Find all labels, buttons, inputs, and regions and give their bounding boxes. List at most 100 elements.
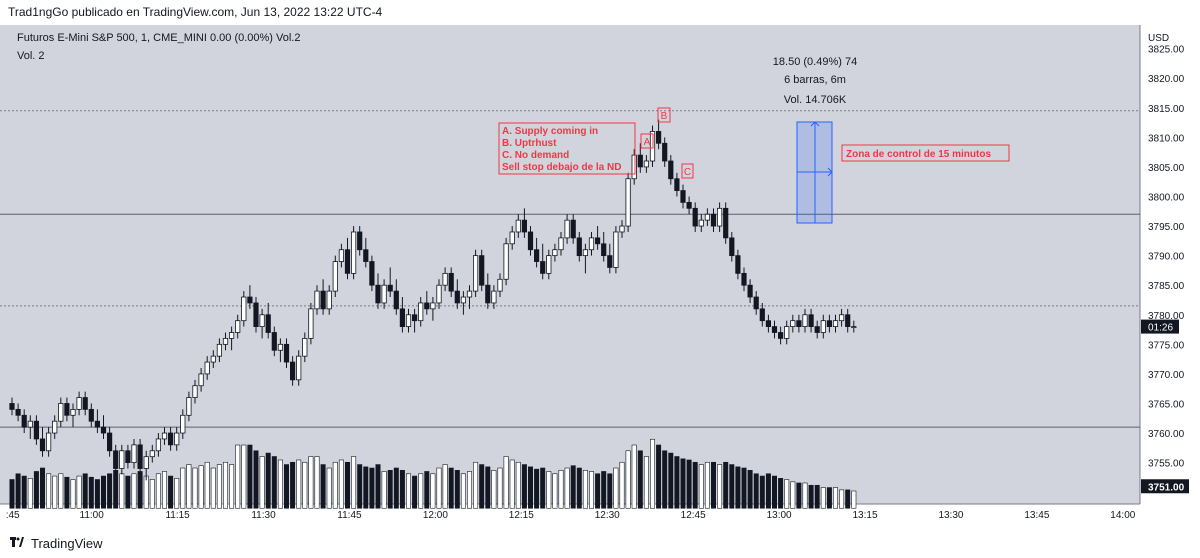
candle-body[interactable] <box>723 207 729 239</box>
candle-body[interactable] <box>570 219 576 239</box>
candle-body[interactable] <box>15 408 21 416</box>
candle-body[interactable] <box>479 255 485 286</box>
candle-body[interactable] <box>119 450 125 469</box>
candle-body[interactable] <box>332 261 338 292</box>
candle-body[interactable] <box>308 308 314 339</box>
candle-body[interactable] <box>235 320 241 333</box>
candle-body[interactable] <box>52 420 58 434</box>
candle-body[interactable] <box>363 249 369 262</box>
candle-body[interactable] <box>381 284 387 304</box>
candle-body[interactable] <box>241 296 247 322</box>
candle-body[interactable] <box>778 332 784 339</box>
candle-body[interactable] <box>259 314 265 327</box>
candle-body[interactable] <box>802 314 808 327</box>
candle-body[interactable] <box>698 219 704 227</box>
candle-body[interactable] <box>436 284 442 304</box>
candle-body[interactable] <box>411 314 418 322</box>
candle-body[interactable] <box>454 290 460 304</box>
candle-body[interactable] <box>320 290 326 310</box>
price-chart[interactable]: 3825.00 3820.00 3815.00 3810.00 3805.00 3800.… <box>0 25 1200 529</box>
candle-body[interactable] <box>186 397 192 416</box>
marker-b-box[interactable] <box>657 107 671 123</box>
candle-body[interactable] <box>686 202 692 209</box>
candle-body[interactable] <box>216 343 222 357</box>
candle-body[interactable] <box>76 397 82 410</box>
candle-body[interactable] <box>271 332 277 351</box>
candle-body[interactable] <box>430 302 436 310</box>
candle-body[interactable] <box>497 278 503 292</box>
candle-body[interactable] <box>424 302 430 310</box>
marker-a-box[interactable] <box>640 133 654 149</box>
candle-body[interactable] <box>113 450 119 469</box>
candle-body[interactable] <box>125 450 131 464</box>
candle-body[interactable] <box>198 373 204 387</box>
candle-body[interactable] <box>784 326 790 339</box>
candle-body[interactable] <box>338 249 345 262</box>
candle-body[interactable] <box>387 284 393 292</box>
candle-body[interactable] <box>851 326 857 328</box>
candle-body[interactable] <box>674 178 680 191</box>
candle-body[interactable] <box>39 438 46 452</box>
candle-body[interactable] <box>832 320 839 327</box>
candle-body[interactable] <box>210 355 216 363</box>
candle-body[interactable] <box>790 320 796 327</box>
candle-body[interactable] <box>668 160 674 180</box>
candle-body[interactable] <box>131 444 137 464</box>
candle-body[interactable] <box>247 296 253 304</box>
candle-body[interactable] <box>369 261 375 286</box>
candle-body[interactable] <box>100 426 107 434</box>
candle-body[interactable] <box>222 338 229 345</box>
candle-body[interactable] <box>174 432 180 446</box>
candle-body[interactable] <box>143 456 149 469</box>
candle-body[interactable] <box>820 320 826 333</box>
candle-body[interactable] <box>375 284 381 304</box>
candle-body[interactable] <box>619 225 625 233</box>
candle-body[interactable] <box>180 414 186 434</box>
candle-body[interactable] <box>485 284 491 304</box>
candle-body[interactable] <box>534 249 540 262</box>
candle-body[interactable] <box>344 249 351 274</box>
candle-body[interactable] <box>595 237 601 245</box>
candle-body[interactable] <box>137 444 143 469</box>
candle-body[interactable] <box>94 420 100 428</box>
candle-body[interactable] <box>357 231 363 251</box>
candle-body[interactable] <box>9 403 15 410</box>
candle-body[interactable] <box>167 432 174 446</box>
candle-body[interactable] <box>289 361 296 381</box>
candle-body[interactable] <box>314 290 320 310</box>
zone-label-box[interactable] <box>841 144 1010 162</box>
candle-body[interactable] <box>747 284 753 298</box>
candle-body[interactable] <box>710 213 717 227</box>
candle-body[interactable] <box>546 255 552 274</box>
candle-body[interactable] <box>741 272 747 286</box>
candle-body[interactable] <box>472 255 479 292</box>
candle-body[interactable] <box>845 314 851 327</box>
candle-body[interactable] <box>448 272 454 292</box>
candle-body[interactable] <box>637 154 643 168</box>
candle-body[interactable] <box>729 237 735 257</box>
candle-body[interactable] <box>33 420 40 440</box>
candle-body[interactable] <box>326 290 332 310</box>
candle-body[interactable] <box>814 326 820 333</box>
candle-body[interactable] <box>277 343 284 351</box>
candle-body[interactable] <box>826 320 833 327</box>
marker-c-box[interactable] <box>681 163 694 179</box>
candle-body[interactable] <box>155 438 161 452</box>
candle-body[interactable] <box>552 249 558 257</box>
candle-body[interactable] <box>643 160 650 168</box>
candle-body[interactable] <box>704 213 711 221</box>
candle-body[interactable] <box>161 432 168 440</box>
candle-body[interactable] <box>601 243 607 257</box>
candle-body[interactable] <box>460 296 467 304</box>
annotation-list-box[interactable] <box>498 122 636 175</box>
candle-body[interactable] <box>107 432 113 452</box>
candle-body[interactable] <box>58 403 64 422</box>
candle-body[interactable] <box>253 302 259 327</box>
candle-body[interactable] <box>759 308 765 322</box>
candle-body[interactable] <box>680 190 686 203</box>
candle-body[interactable] <box>765 320 772 327</box>
candle-body[interactable] <box>753 296 759 310</box>
candle-body[interactable] <box>418 302 424 322</box>
candle-body[interactable] <box>631 154 637 180</box>
candle-body[interactable] <box>515 219 521 233</box>
